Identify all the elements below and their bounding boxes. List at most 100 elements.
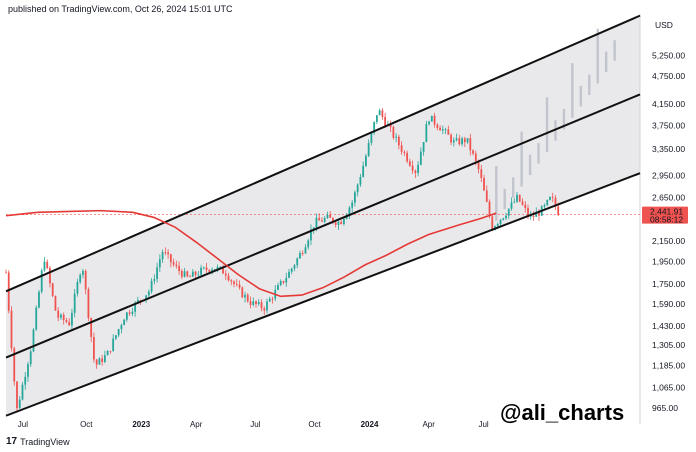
tradingview-logo[interactable]: 17 TradingView	[6, 436, 70, 447]
candle-up	[455, 138, 458, 141]
price-tick-label: 4,750.00	[652, 71, 685, 81]
candle-down	[169, 254, 172, 263]
candle-down	[167, 252, 169, 255]
candle-up	[304, 247, 307, 254]
candle-up	[71, 312, 73, 326]
candle-up	[76, 282, 79, 294]
candle-down	[458, 138, 461, 145]
candle-down	[551, 196, 554, 198]
candle-up	[343, 218, 345, 225]
candle-up	[27, 364, 29, 377]
candle-up	[441, 129, 444, 131]
candle-down	[403, 151, 406, 153]
candle-up	[156, 267, 159, 280]
candle-down	[557, 206, 560, 216]
candle-down	[411, 165, 414, 171]
candle-down	[381, 110, 384, 117]
candle-down	[194, 271, 197, 275]
candle-up	[117, 329, 120, 336]
candle-down	[538, 212, 540, 216]
candle-down	[554, 197, 557, 207]
time-tick-label: 2024	[361, 420, 379, 429]
candle-up	[279, 281, 282, 286]
current-price-countdown: 08:58:12	[650, 215, 683, 225]
candle-up	[150, 280, 153, 292]
price-axis-unit: USD	[655, 20, 673, 30]
candle-down	[480, 169, 483, 179]
candle-down	[90, 317, 93, 338]
candle-down	[271, 298, 274, 300]
candle-up	[82, 270, 84, 275]
price-tick-label: 2,650.00	[652, 193, 685, 203]
candle-up	[507, 208, 510, 216]
candle-up	[370, 132, 373, 143]
current-price-value: 2,441.91	[650, 207, 683, 217]
candle-up	[299, 252, 301, 259]
projection-bar	[545, 97, 549, 153]
candle-up	[307, 240, 310, 248]
candle-up	[430, 115, 433, 122]
price-tick-label: 1,750.00	[652, 279, 685, 289]
candle-up	[365, 155, 367, 166]
candle-down	[521, 201, 524, 205]
candle-up	[285, 277, 288, 283]
candle-up	[348, 207, 351, 215]
price-tick-label: 965.00	[652, 403, 678, 413]
candle-down	[227, 275, 230, 281]
price-tick-label: 1,185.00	[652, 360, 685, 370]
candle-down	[527, 207, 529, 217]
candle-up	[200, 267, 202, 275]
candle-down	[49, 268, 51, 284]
price-tick-label: 2,950.00	[652, 170, 685, 180]
candle-up	[21, 384, 24, 400]
projection-bar	[562, 108, 566, 130]
candle-up	[131, 311, 134, 314]
candle-up	[277, 285, 279, 290]
candle-down	[472, 150, 474, 154]
time-tick-label: Oct	[80, 420, 93, 429]
price-tick-label: 1,305.00	[652, 340, 685, 350]
candle-down	[463, 138, 466, 143]
candle-down	[246, 294, 249, 302]
candle-up	[106, 350, 109, 356]
channel-fill	[6, 15, 640, 416]
candle-up	[134, 302, 137, 312]
candle-up	[219, 266, 222, 268]
candle-up	[213, 269, 216, 270]
candle-down	[249, 301, 252, 305]
candle-down	[332, 217, 334, 223]
candle-up	[158, 259, 161, 268]
projection-bar	[512, 177, 515, 198]
candle-down	[400, 145, 403, 152]
candle-up	[104, 355, 106, 363]
price-tick-label: 1,430.00	[652, 321, 685, 331]
current-price-badge	[642, 206, 688, 224]
candle-up	[444, 129, 447, 131]
candle-down	[340, 221, 343, 225]
candle-up	[29, 351, 32, 365]
candle-down	[439, 127, 441, 131]
time-tick-label: 2023	[132, 420, 150, 429]
candle-up	[98, 358, 101, 365]
published-caption: published on TradingView.com, Oct 26, 20…	[8, 4, 233, 14]
candle-up	[535, 212, 538, 217]
candle-down	[397, 136, 400, 146]
candle-down	[408, 161, 411, 166]
candle-down	[485, 190, 488, 202]
candle-down	[46, 261, 49, 269]
candle-up	[147, 291, 150, 296]
candle-down	[87, 289, 90, 318]
candle-up	[452, 140, 455, 143]
candle-up	[161, 252, 164, 260]
candle-up	[32, 329, 35, 352]
candle-up	[123, 319, 126, 326]
tradingview-logo-icon: 17	[6, 436, 18, 447]
candle-up	[183, 271, 186, 277]
candle-down	[164, 252, 167, 253]
price-tick-label: 4,150.00	[652, 99, 685, 109]
candle-up	[153, 279, 156, 281]
candle-down	[491, 216, 494, 230]
candle-down	[474, 153, 477, 162]
time-tick-label: Jul	[18, 420, 28, 429]
